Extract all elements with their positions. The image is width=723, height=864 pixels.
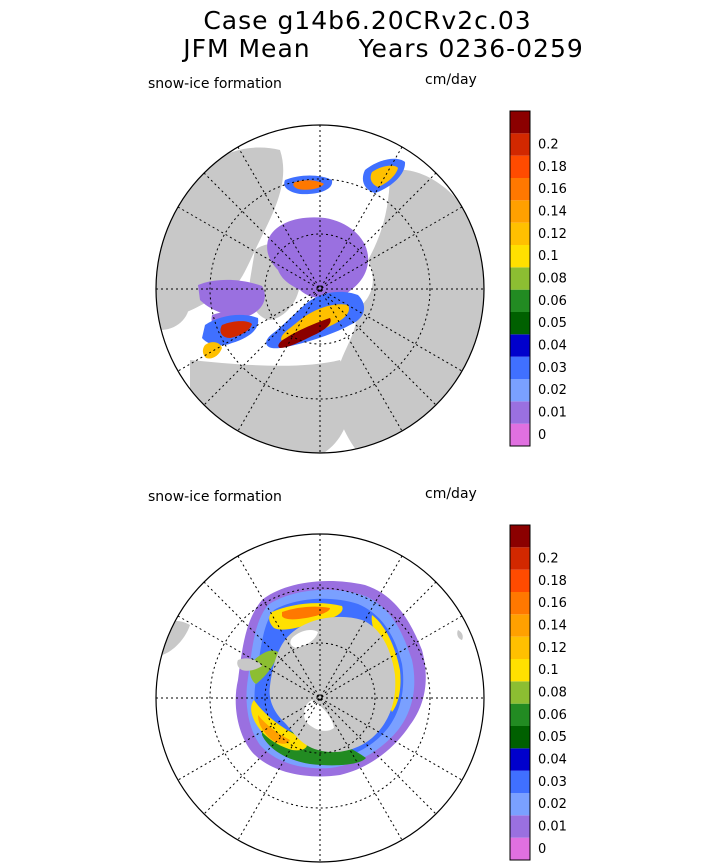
- south-colorbar-label: 0.1: [538, 663, 559, 678]
- south-colorbar-swatch: [510, 659, 530, 682]
- north-colorbar-swatch: [510, 289, 530, 312]
- north-colorbar-swatch: [510, 312, 530, 335]
- south-panel-title: snow-ice formation: [148, 489, 282, 505]
- years-label: Years 0236-0259: [358, 34, 584, 63]
- south-map-border: [155, 533, 485, 863]
- north-colorbar: 0 0.01 0.02 0.03 0.04 0.05 0.06 0.08 0.1 0.12 0.14…: [509, 110, 567, 447]
- north-colorbar-swatch: [510, 133, 530, 156]
- south-land-africa-tip: [457, 630, 463, 640]
- north-units: cm/day: [425, 72, 477, 88]
- north-colorbar-swatch: [510, 200, 530, 223]
- north-map-border: [155, 124, 485, 454]
- north-band-okhotsk-core: [370, 165, 398, 187]
- south-colorbar-label: 0.2: [538, 552, 559, 567]
- south-ice-band-peninsula: [249, 650, 278, 684]
- south-colorbar-label: 0.06: [538, 708, 567, 723]
- north-colorbar-label: 0.12: [538, 227, 567, 242]
- north-colorbar-label: 0.08: [538, 272, 567, 287]
- south-colorbar-swatch: [510, 569, 530, 592]
- south-colorbar-swatch: [510, 703, 530, 726]
- north-colorbar-swatch: [510, 423, 530, 446]
- north-colorbar-label: 0: [538, 428, 546, 443]
- south-land-weddell-shelf: [290, 630, 318, 648]
- north-colorbar-label: 0.03: [538, 361, 567, 376]
- south-colorbar-label: 0.04: [538, 753, 567, 768]
- north-colorbar-label: 0.16: [538, 182, 567, 197]
- south-colorbar-label: 0: [538, 842, 546, 857]
- south-units: cm/day: [425, 486, 477, 502]
- north-colorbar-label: 0.1: [538, 249, 559, 264]
- north-colorbar-label: 0.01: [538, 406, 567, 421]
- figure-title: Case g14b6.20CRv2c.03: [203, 6, 532, 35]
- south-colorbar-label: 0.18: [538, 574, 567, 589]
- north-colorbar-label: 0.14: [538, 205, 567, 220]
- south-land-antarctica: [269, 616, 396, 753]
- north-graticule: [156, 125, 484, 453]
- north-colorbar-swatch: [510, 245, 530, 268]
- south-ice-band-orange-west: [258, 715, 290, 744]
- season-label: JFM Mean: [183, 34, 311, 63]
- north-band-labrador-tail: [202, 342, 222, 359]
- north-colorbar-swatch: [510, 356, 530, 379]
- north-colorbar-swatch: [510, 178, 530, 201]
- south-colorbar-swatch: [510, 614, 530, 637]
- south-colorbar-swatch: [510, 748, 530, 771]
- north-band-barents-core: [278, 318, 331, 348]
- north-ice-arctic-basin: [267, 217, 369, 299]
- south-colorbar: 0 0.01 0.02 0.03 0.04 0.05 0.06 0.08 0.1 0.12 0.14…: [509, 524, 567, 861]
- north-land-west: [156, 250, 190, 330]
- south-colorbar-label: 0.05: [538, 730, 567, 745]
- north-colorbar-swatch: [510, 379, 530, 402]
- south-colorbar-swatch: [510, 726, 530, 749]
- south-colorbar-label: 0.16: [538, 596, 567, 611]
- north-colorbar-label: 0.02: [538, 383, 567, 398]
- south-colorbar-swatch: [510, 636, 530, 659]
- south-ice-band-ross-core: [282, 606, 330, 620]
- north-land-eurasia: [335, 169, 484, 453]
- south-colorbar-swatch: [510, 525, 530, 548]
- south-colorbar-label: 0.03: [538, 775, 567, 790]
- north-colorbar-swatch: [510, 401, 530, 424]
- south-colorbar-swatch: [510, 547, 530, 570]
- north-colorbar-label: 0.06: [538, 294, 567, 309]
- north-colorbar-swatch: [510, 155, 530, 178]
- south-graticule: [156, 534, 484, 862]
- south-colorbar-label: 0.14: [538, 619, 567, 634]
- south-colorbar-label: 0.01: [538, 820, 567, 835]
- south-polar-map: [155, 533, 485, 863]
- south-colorbar-swatch: [510, 592, 530, 615]
- north-colorbar-frame: [509, 110, 531, 447]
- north-panel-title: snow-ice formation: [148, 76, 282, 92]
- south-colorbar-swatch: [510, 770, 530, 793]
- south-colorbar-frame: [509, 524, 531, 861]
- figure-subtitle: JFM Mean Years 0236-0259: [22, 34, 723, 63]
- south-colorbar-label: 0.08: [538, 686, 567, 701]
- south-colorbar-swatch: [510, 815, 530, 838]
- south-colorbar-swatch: [510, 793, 530, 816]
- south-ice-band-yellow-west: [251, 700, 307, 751]
- north-polar-map: [155, 124, 485, 454]
- north-colorbar-label: 0.04: [538, 339, 567, 354]
- north-colorbar-swatch: [510, 111, 530, 134]
- south-colorbar-label: 0.12: [538, 641, 567, 656]
- south-colorbar-swatch: [510, 681, 530, 704]
- north-colorbar-label: 0.2: [538, 138, 559, 153]
- north-colorbar-swatch: [510, 267, 530, 290]
- north-band-hudson-core: [220, 321, 252, 338]
- north-ice-baffin: [198, 279, 265, 317]
- north-colorbar-label: 0.18: [538, 160, 567, 175]
- north-colorbar-swatch: [510, 222, 530, 245]
- north-colorbar-label: 0.05: [538, 316, 567, 331]
- south-land-ross-shelf: [304, 700, 334, 731]
- north-band-bering-core: [293, 180, 324, 190]
- north-land-south: [190, 360, 351, 453]
- north-colorbar-swatch: [510, 334, 530, 357]
- south-colorbar-label: 0.02: [538, 797, 567, 812]
- south-colorbar-swatch: [510, 837, 530, 860]
